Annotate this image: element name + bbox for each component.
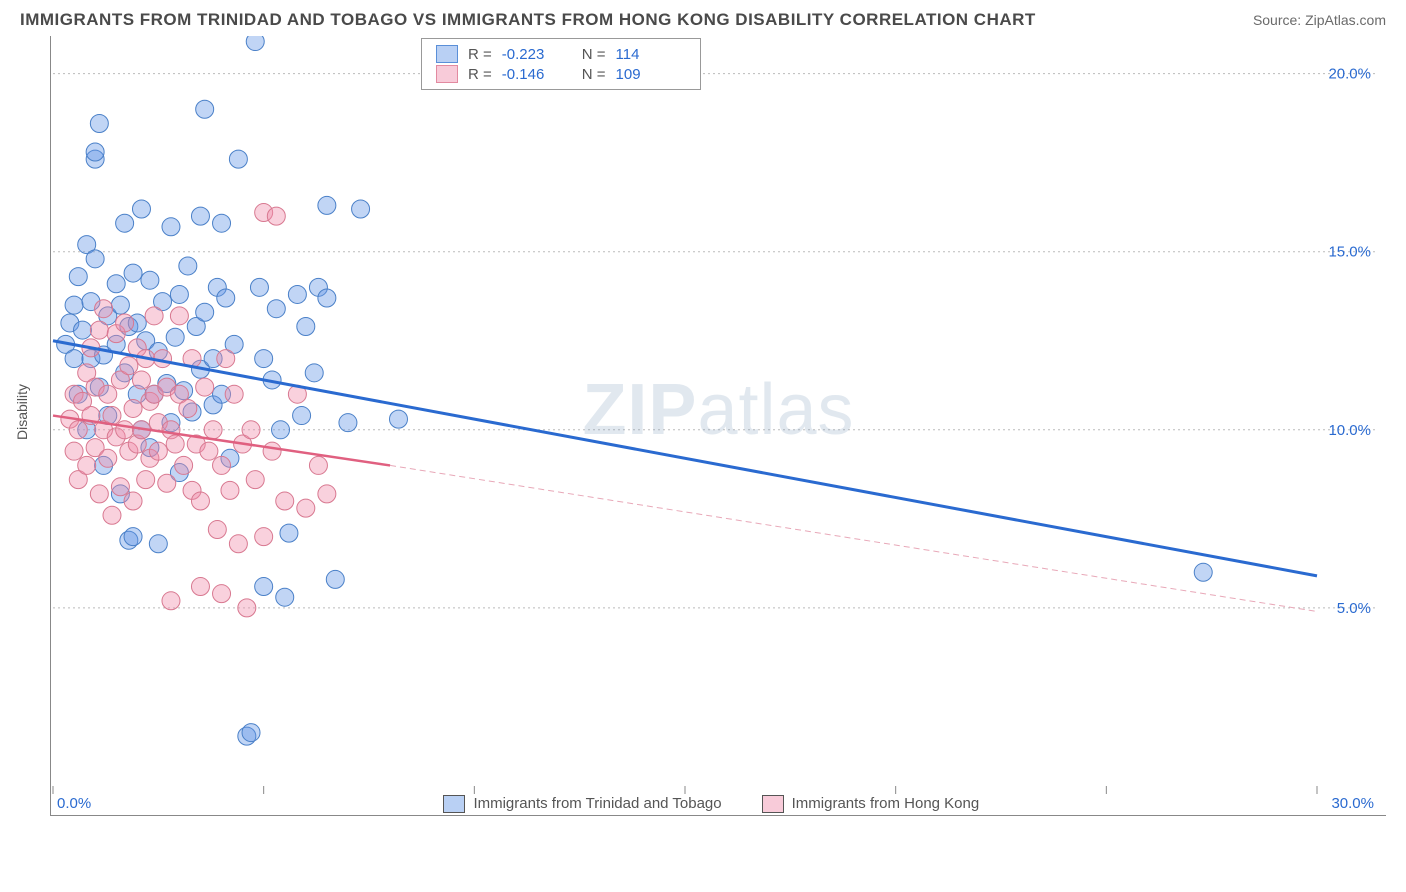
svg-text:5.0%: 5.0%: [1337, 600, 1371, 617]
source-label: Source: ZipAtlas.com: [1253, 12, 1386, 28]
svg-text:20.0%: 20.0%: [1328, 66, 1371, 83]
legend-blue-n: 114: [616, 46, 686, 63]
swatch-pink: [436, 65, 458, 83]
legend-blue-r: -0.223: [502, 46, 572, 63]
y-axis-label: Disability: [14, 384, 30, 440]
legend-r-label2: R =: [468, 66, 492, 83]
svg-text:10.0%: 10.0%: [1328, 422, 1371, 439]
chart-container: ZIPatlas 5.0%10.0%15.0%20.0% R = -0.223 …: [50, 36, 1386, 816]
legend-n-label: N =: [582, 46, 606, 63]
scatter-chart: 5.0% 10.0% 15.0% 20.0%: [51, 36, 1377, 816]
legend-pink-r: -0.146: [502, 66, 572, 83]
legend-pink-n: 109: [616, 66, 686, 83]
legend-r-label: R =: [468, 46, 492, 63]
legend-n-label2: N =: [582, 66, 606, 83]
svg-text:15.0%: 15.0%: [1328, 244, 1371, 261]
legend-row-pink: R = -0.146 N = 109: [436, 65, 686, 83]
swatch-blue: [436, 45, 458, 63]
chart-title: IMMIGRANTS FROM TRINIDAD AND TOBAGO VS I…: [20, 10, 1036, 30]
legend-row-blue: R = -0.223 N = 114: [436, 45, 686, 63]
correlation-legend: R = -0.223 N = 114 R = -0.146 N = 109: [421, 38, 701, 90]
